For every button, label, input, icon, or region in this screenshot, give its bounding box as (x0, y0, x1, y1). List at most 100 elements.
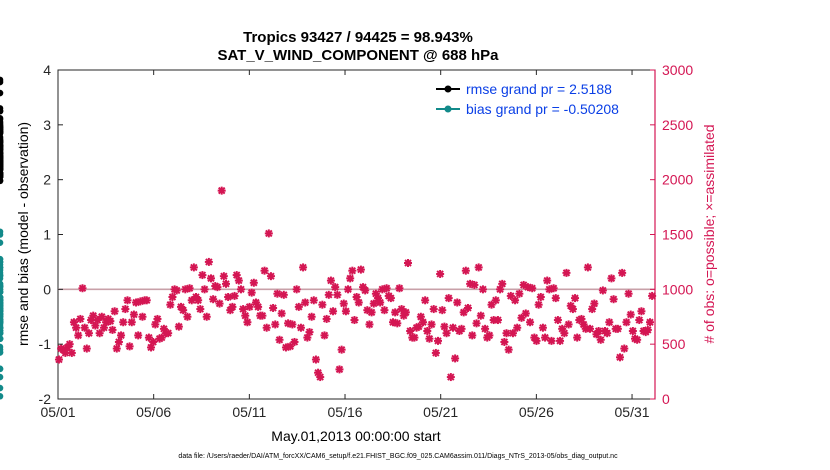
obs-point (451, 354, 460, 363)
obs-point (603, 329, 612, 338)
obs-point-stroke (352, 293, 361, 301)
obs-point (333, 290, 342, 299)
obs-point-stroke (110, 307, 119, 315)
obs-point (637, 307, 646, 316)
obs-point (288, 320, 297, 329)
rmse-point (0, 78, 4, 86)
obs-point-stroke (325, 291, 333, 299)
obs-point-stroke (280, 291, 288, 299)
obs-point (260, 266, 269, 275)
obs-point (532, 336, 541, 345)
obs-point (117, 331, 126, 340)
obs-point (239, 305, 248, 314)
obs-point-stroke (462, 266, 470, 275)
bias-series (0, 228, 4, 400)
obs-point-stroke (451, 354, 459, 363)
obs-point (436, 269, 445, 278)
obs-point (179, 306, 188, 315)
obs-point-stroke (564, 320, 573, 329)
obs-point (277, 309, 286, 318)
obs-point-stroke (344, 285, 352, 294)
obs-point (543, 276, 552, 285)
obs-point-stroke (543, 276, 551, 285)
obs-point-stroke (198, 271, 207, 279)
obs-point (607, 274, 616, 283)
obs-point (138, 312, 147, 321)
obs-point-stroke (160, 325, 168, 333)
obs-point (65, 340, 74, 349)
obs-point (200, 285, 209, 294)
obs-point-stroke (573, 333, 581, 342)
obs-point-stroke (504, 345, 513, 354)
obs-point (468, 331, 477, 340)
obs-point-stroke (254, 303, 262, 311)
obs-point (153, 314, 162, 323)
obs-point (406, 327, 415, 336)
obs-point (262, 323, 271, 332)
obs-point (110, 307, 119, 316)
obs-point (549, 284, 558, 293)
obs-point-stroke (215, 299, 224, 308)
obs-point-stroke (560, 329, 569, 337)
obs-point (198, 271, 207, 280)
obs-point-stroke (434, 337, 442, 345)
obs-point (209, 295, 218, 304)
obs-point-stroke (130, 310, 138, 319)
y-axis-right-label: # of obs: o=possible; ×=assimilated (701, 124, 717, 343)
x-axis-label: May.01,2013 00:00:00 start (271, 428, 441, 444)
rmse-series (0, 76, 4, 185)
y-right-tick-label: 0 (662, 391, 670, 407)
obs-point-stroke (350, 316, 359, 324)
obs-point-stroke (72, 324, 80, 332)
obs-point (504, 345, 513, 354)
obs-point (121, 305, 130, 314)
obs-point-stroke (382, 284, 391, 292)
bias-point (0, 384, 4, 392)
obs-point (183, 312, 192, 321)
obs-point-stroke (432, 349, 440, 357)
obs-point-stroke (273, 290, 282, 298)
obs-point-stroke (346, 274, 354, 283)
obs-point-stroke (205, 258, 213, 266)
obs-point (221, 279, 230, 288)
obs-point-stroke (494, 316, 502, 324)
obs-point-stroke (134, 331, 142, 340)
obs-point-stroke (404, 259, 412, 267)
obs-point (309, 296, 318, 305)
obs-point-stroke (108, 326, 117, 334)
obs-point-stroke (614, 325, 622, 333)
obs-point (326, 276, 335, 285)
obs-point-stroke (175, 322, 183, 331)
y-right-tick-label: 3000 (662, 62, 693, 78)
obs-point-stroke (569, 305, 577, 313)
obs-point (395, 284, 404, 293)
obs-point (174, 322, 183, 331)
obs-point-stroke (185, 284, 194, 292)
obs-point-stroke (571, 294, 579, 302)
obs-point (74, 331, 83, 340)
obs-point-stroke (262, 324, 271, 332)
obs-point (258, 311, 267, 320)
obs-point-stroke (123, 296, 132, 305)
obs-point-stroke (477, 311, 485, 320)
obs-point-stroke (429, 305, 438, 313)
x-tick-label: 05/11 (232, 404, 266, 420)
obs-point-stroke (421, 296, 429, 305)
obs-point-stroke (622, 318, 631, 326)
obs-point-stroke (337, 345, 346, 354)
obs-point (311, 355, 320, 364)
obs-point (511, 296, 520, 305)
obs-point (275, 335, 284, 344)
obs-point-stroke (474, 263, 483, 272)
obs-point-stroke (594, 327, 603, 335)
obs-point (350, 316, 359, 325)
obs-point-stroke (472, 319, 481, 328)
obs-point-stroke (599, 286, 607, 295)
obs-point-stroke (417, 313, 425, 321)
legend-bias-label: bias grand pr = -0.50208 (466, 101, 619, 117)
obs-point-stroke (83, 344, 91, 353)
obs-point (129, 310, 138, 319)
obs-point-stroke (457, 325, 466, 333)
obs-point (463, 303, 472, 312)
obs-point (560, 329, 569, 338)
